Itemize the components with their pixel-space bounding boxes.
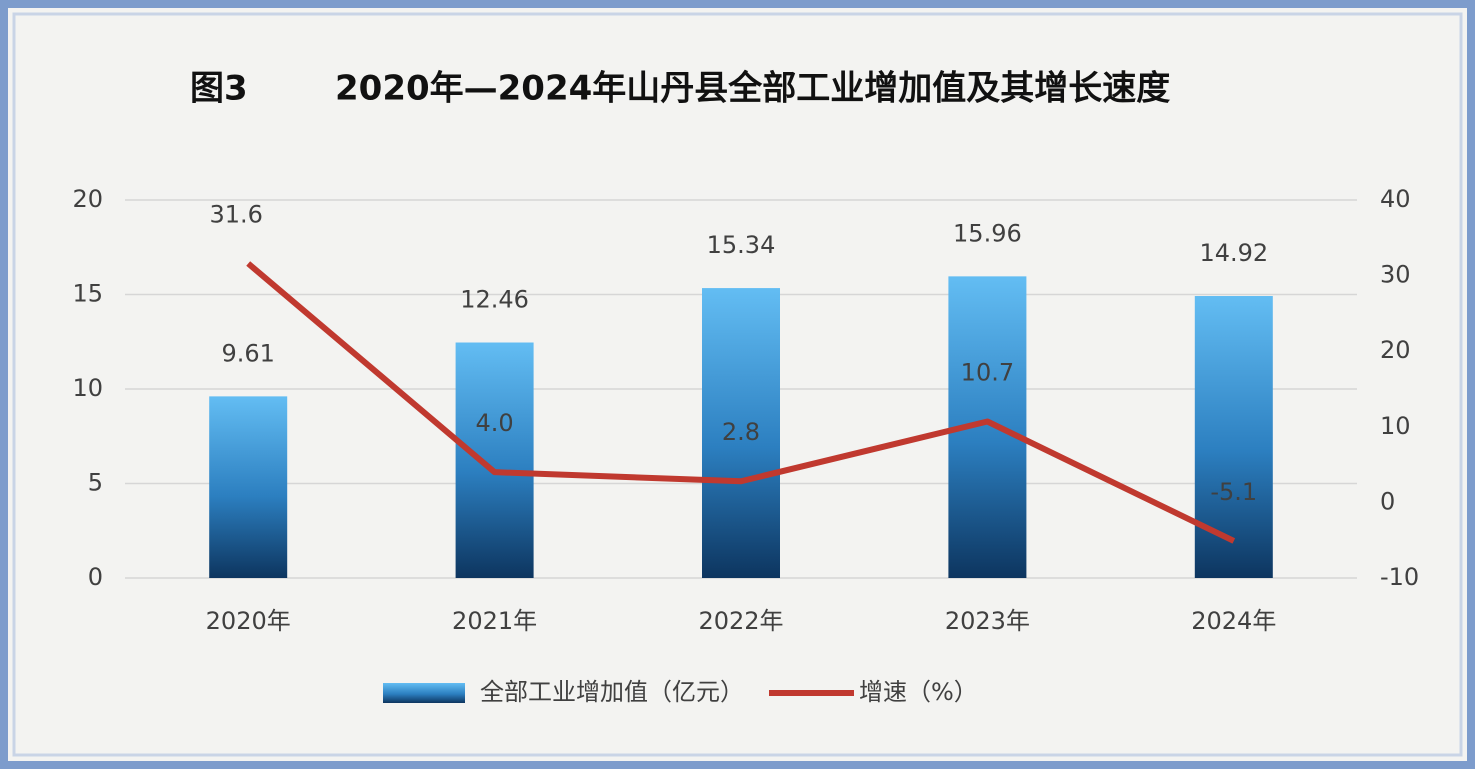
line — [246, 261, 1236, 544]
y-tick-label: 20 — [72, 185, 103, 213]
bar — [455, 342, 534, 578]
legend-label: 增速（%） — [859, 678, 978, 706]
y2-tick-label: -10 — [1380, 563, 1419, 591]
chart-title: 2020年—2024年山丹县全部工业增加值及其增长速度 — [335, 69, 1170, 109]
legend-label: 全部工业增加值（亿元） — [480, 678, 744, 706]
y-tick-label: 15 — [72, 280, 103, 308]
x-tick-label: 2022年 — [698, 607, 783, 635]
y2-tick-label: 0 — [1380, 487, 1395, 515]
data-label: 15.96 — [953, 219, 1022, 247]
y2-tick-label: 10 — [1380, 412, 1411, 440]
data-label: 9.61 — [221, 339, 274, 367]
y2-tick-label: 20 — [1380, 336, 1411, 364]
y2-tick-label: 30 — [1380, 261, 1411, 289]
x-tick-label: 2021年 — [452, 607, 537, 635]
figure-label: 图3 — [190, 69, 248, 109]
data-label: 15.34 — [707, 231, 776, 259]
data-label: 14.92 — [1199, 239, 1268, 267]
bar — [209, 396, 288, 578]
x-tick-label: 2023年 — [945, 607, 1030, 635]
legend-swatch — [383, 683, 465, 703]
inner-frame — [12, 12, 1463, 757]
x-tick-label: 2024年 — [1191, 607, 1276, 635]
y-tick-label: 10 — [72, 374, 103, 402]
data-label: -5.1 — [1210, 478, 1257, 506]
data-label: 10.7 — [961, 359, 1014, 387]
y-tick-label: 5 — [88, 469, 103, 497]
bar — [702, 288, 780, 578]
data-label: 4.0 — [476, 409, 514, 437]
x-tick-label: 2020年 — [206, 607, 291, 635]
bar — [1194, 296, 1273, 578]
data-label: 2.8 — [722, 418, 760, 446]
y-tick-label: 0 — [88, 563, 103, 591]
data-label: 12.46 — [460, 286, 529, 314]
y2-tick-label: 40 — [1380, 185, 1411, 213]
data-label: 31.6 — [209, 201, 262, 229]
